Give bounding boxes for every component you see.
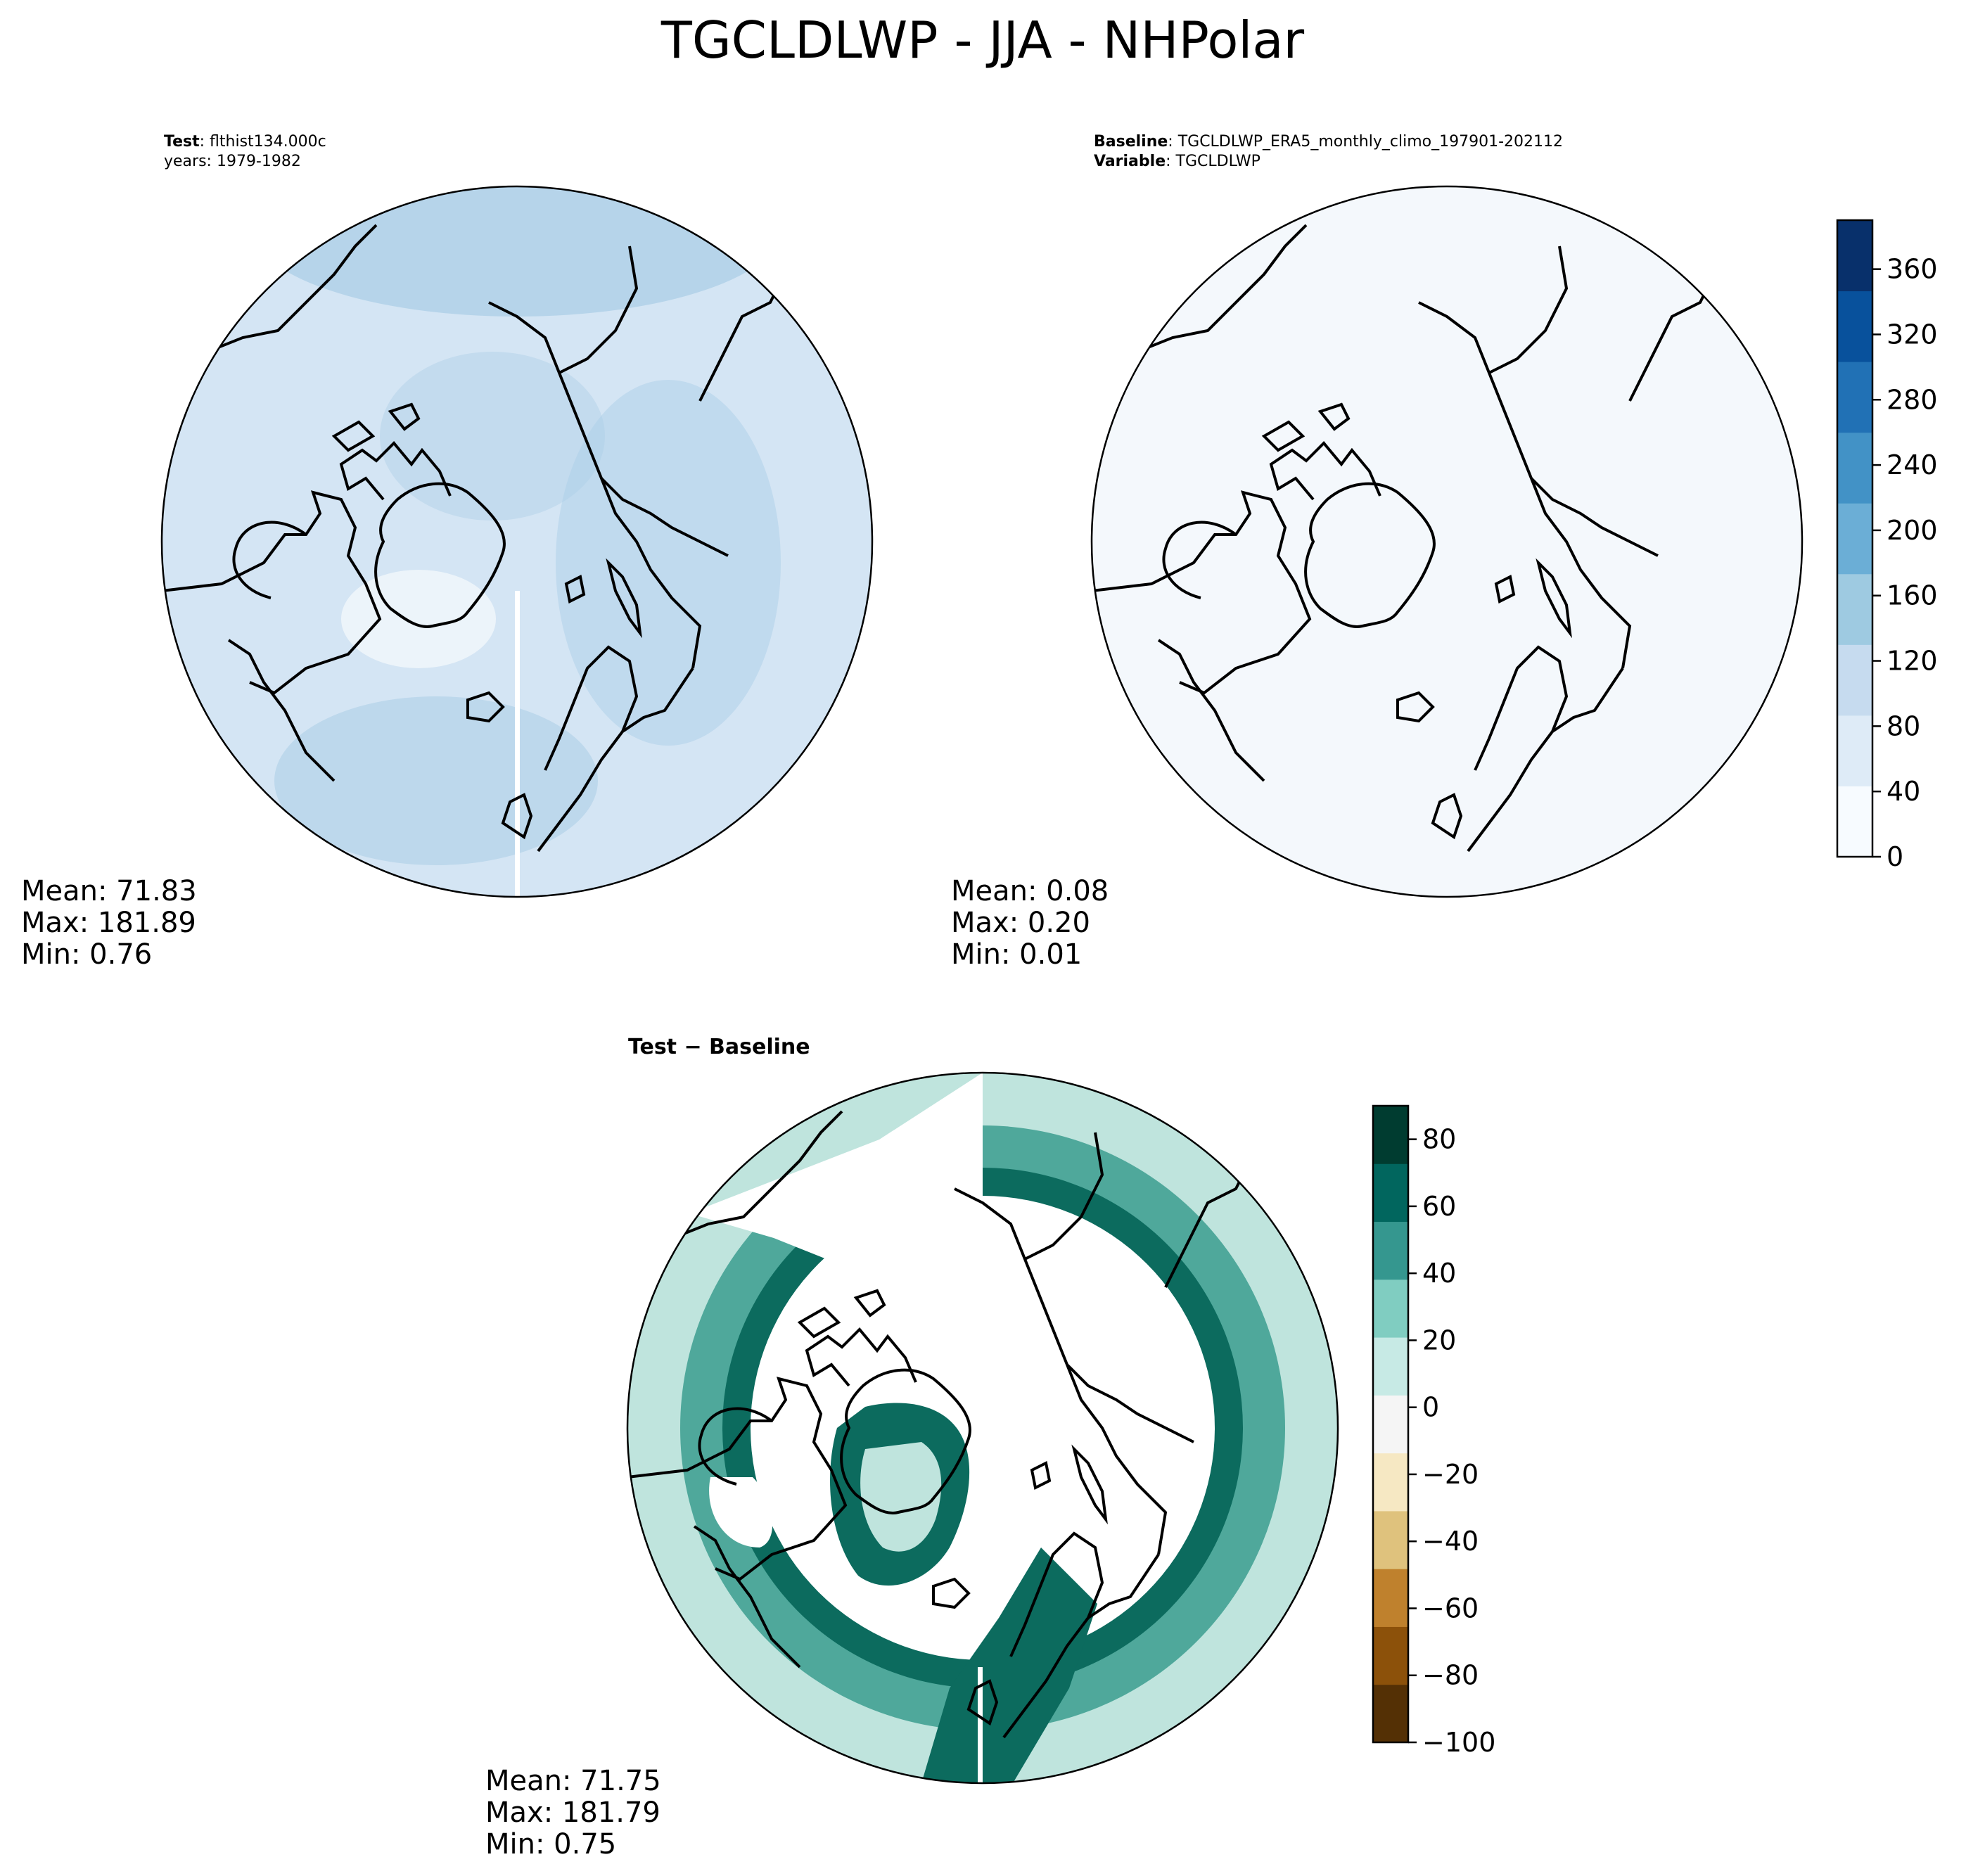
- main-colorbar-segment: [1837, 220, 1872, 292]
- baseline-panel: Baseline: TGCLDLWP_ERA5_monthly_climo_19…: [951, 133, 1804, 971]
- diff-colorbar-segment: [1373, 1453, 1408, 1512]
- main-colorbar-segment: [1837, 291, 1872, 362]
- test-info-line2: years: 1979-1982: [164, 153, 301, 170]
- main-colorbar-tick-label: 40: [1887, 776, 1920, 807]
- diff-map-white-lobe: [689, 1073, 983, 1280]
- test-map-band: [556, 380, 781, 746]
- baseline-map-field: [1092, 186, 1802, 897]
- main-colorbar: 0 40 80 120 160 200 240 280 320 360: [1836, 219, 1938, 872]
- main-colorbar-segment: [1837, 715, 1872, 786]
- figure-title: TGCLDLWP - JJA - NHPolar: [660, 11, 1305, 70]
- baseline-stat-mean: Mean: 0.08: [951, 875, 1109, 907]
- main-colorbar-segment: [1837, 362, 1872, 433]
- diff-title: Test − Baseline: [628, 1035, 810, 1059]
- diff-colorbar-frame: [1372, 1104, 1410, 1744]
- main-colorbar-segment: [1837, 644, 1872, 716]
- test-map-gap: [515, 591, 520, 897]
- diff-map: [627, 1073, 1338, 1783]
- diff-colorbar-segment: [1373, 1569, 1408, 1627]
- test-map-band: [380, 352, 605, 521]
- baseline-stat-max: Max: 0.20: [951, 907, 1090, 939]
- diff-map-boundary: [626, 1071, 1339, 1785]
- diff-map-greenland-light: [860, 1442, 942, 1552]
- main-colorbar-tick-label: 280: [1887, 384, 1938, 415]
- main-colorbar-tick-label: 360: [1887, 254, 1938, 285]
- diff-map-hudson-white: [709, 1477, 773, 1548]
- main-colorbar-tick-label: 240: [1887, 449, 1938, 480]
- diff-colorbar-segment: [1373, 1626, 1408, 1685]
- diff-colorbar-segment: [1373, 1221, 1408, 1280]
- test-stat-min: Min: 0.76: [21, 938, 152, 971]
- diff-colorbar-segment: [1373, 1106, 1408, 1164]
- main-colorbar-frame: [1836, 219, 1874, 858]
- diff-stat-max: Max: 181.79: [485, 1797, 660, 1829]
- diff-colorbar-segment: [1373, 1337, 1408, 1396]
- diff-colorbar-tick-label: −100: [1422, 1727, 1495, 1758]
- main-colorbar-tick-label: 160: [1887, 580, 1938, 611]
- diff-stat-min: Min: 0.75: [485, 1828, 616, 1861]
- diff-colorbar-tick-label: 0: [1422, 1392, 1439, 1423]
- main-colorbar-segment: [1837, 503, 1872, 575]
- test-map-band: [341, 570, 496, 668]
- main-colorbar-tick-label: 80: [1887, 710, 1920, 741]
- diff-colorbar-segment: [1373, 1279, 1408, 1338]
- main-colorbar-segment: [1837, 432, 1872, 504]
- main-colorbar-segment: [1837, 573, 1872, 645]
- diff-colorbar-tick-label: −80: [1422, 1660, 1479, 1691]
- diff-colorbar-segment: [1373, 1163, 1408, 1223]
- baseline-stat-min: Min: 0.01: [951, 938, 1082, 971]
- test-map: [162, 186, 872, 897]
- main-colorbar-tick-label: 120: [1887, 646, 1938, 677]
- diff-colorbar: −100 −80 −60 −40 −20 0 20 40 60 80: [1372, 1104, 1495, 1758]
- main-colorbar-tick-label: 320: [1887, 319, 1938, 350]
- test-map-boundary: [160, 185, 874, 898]
- baseline-info-line1: Baseline: TGCLDLWP_ERA5_monthly_climo_19…: [1094, 133, 1563, 151]
- diff-colorbar-tick-label: −20: [1422, 1459, 1479, 1490]
- test-map-band: [250, 186, 784, 317]
- diff-map-gap: [978, 1667, 983, 1783]
- diff-stat-mean: Mean: 71.75: [485, 1765, 661, 1797]
- baseline-map-boundary: [1090, 185, 1804, 898]
- test-stat-max: Max: 181.89: [21, 907, 196, 939]
- diff-colorbar-tick-label: −60: [1422, 1593, 1479, 1623]
- baseline-info-line2: Variable: TGCLDLWP: [1094, 153, 1260, 170]
- main-colorbar-tick-label: 200: [1887, 515, 1938, 546]
- test-stat-mean: Mean: 71.83: [21, 875, 197, 907]
- diff-colorbar-segment: [1373, 1510, 1408, 1569]
- diff-panel: Test − Baseline Mean: 71.75 Max: 181.79 …: [485, 1035, 1339, 1861]
- diff-colorbar-tick-label: 60: [1422, 1191, 1456, 1222]
- baseline-map: [1092, 186, 1802, 897]
- diff-colorbar-segment: [1373, 1395, 1408, 1454]
- diff-colorbar-tick-label: −40: [1422, 1526, 1479, 1557]
- diff-colorbar-segment: [1373, 1684, 1408, 1743]
- diff-colorbar-tick-label: 20: [1422, 1325, 1456, 1355]
- test-panel: Test: flthist134.000c years: 1979-1982 M…: [21, 133, 874, 971]
- test-info-line1: Test: flthist134.000c: [164, 133, 326, 151]
- diff-map-polar-white: [751, 1196, 1215, 1660]
- diff-colorbar-tick-label: 40: [1422, 1258, 1456, 1289]
- diff-colorbar-tick-label: 80: [1422, 1124, 1456, 1155]
- main-colorbar-tick-label: 0: [1887, 841, 1903, 872]
- diff-map-europe-dark: [921, 1548, 1097, 1783]
- main-colorbar-segment: [1837, 786, 1872, 857]
